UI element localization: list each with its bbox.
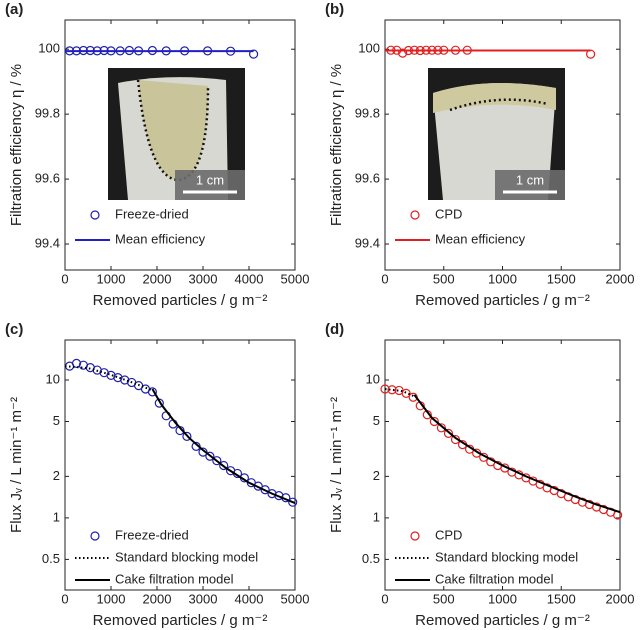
panel: (a) 1 cm 0 1000 2000 3000 4000 5000 99.4 99.6 99.8… xyxy=(5,1,309,309)
x-axis-title: Removed particles / g m⁻² xyxy=(415,292,590,309)
legend-symbol xyxy=(90,210,100,220)
data-point xyxy=(398,48,408,58)
y-tick-label: 99.6 xyxy=(355,171,380,186)
legend-label: Standard blocking model xyxy=(435,549,578,564)
y-tick-label: 99.4 xyxy=(35,235,60,250)
legend-label: Mean efficiency xyxy=(115,231,206,246)
data-point xyxy=(288,497,298,507)
panel: (d) 0 500 1000 1500 2000 0.5 1 2 5 10 Removed parti… xyxy=(325,321,634,629)
legend-label: CPD xyxy=(435,527,462,542)
model-line xyxy=(413,394,621,514)
y-tick-label: 100 xyxy=(38,41,60,56)
y-tick-label: 1 xyxy=(53,509,60,524)
data-point xyxy=(267,489,277,499)
x-tick-label: 4000 xyxy=(235,591,264,606)
x-axis-title: Removed particles / g m⁻² xyxy=(415,612,590,629)
x-tick-label: 2000 xyxy=(606,591,635,606)
legend-label: Mean efficiency xyxy=(435,231,526,246)
x-tick-label: 0 xyxy=(381,591,388,606)
y-tick-label: 0.5 xyxy=(362,551,380,566)
data-point xyxy=(260,485,270,495)
data-point xyxy=(380,384,390,394)
data-point xyxy=(387,385,397,395)
y-tick-label: 1 xyxy=(373,509,380,524)
x-tick-label: 2000 xyxy=(143,271,172,286)
x-tick-label: 1000 xyxy=(488,271,517,286)
plot-frame xyxy=(64,19,296,271)
x-tick-label: 3000 xyxy=(189,271,218,286)
x-tick-label: 1000 xyxy=(97,591,126,606)
x-tick-label: 0 xyxy=(381,271,388,286)
x-tick-label: 1500 xyxy=(547,271,576,286)
legend-label: CPD xyxy=(435,206,462,221)
panel: (c) 0 1000 2000 3000 4000 5000 0.5 1 2 5 10 Removed … xyxy=(5,321,309,629)
plot-frame xyxy=(64,339,296,591)
x-tick-label: 5000 xyxy=(281,591,310,606)
cake-region xyxy=(138,80,208,180)
data-point xyxy=(401,388,411,398)
y-tick-label: 99.6 xyxy=(35,171,60,186)
legend-symbol xyxy=(90,531,100,541)
scale-label: 1 cm xyxy=(516,172,544,187)
x-tick-label: 1000 xyxy=(488,591,517,606)
model-line xyxy=(151,388,296,505)
y-axis-title: Filtration efficiency η / % xyxy=(328,64,345,226)
data-point xyxy=(443,428,454,438)
x-tick-label: 0 xyxy=(61,591,68,606)
x-tick-label: 4000 xyxy=(235,271,264,286)
data-point xyxy=(147,387,157,397)
data-point xyxy=(182,431,192,441)
data-point xyxy=(71,358,82,368)
x-tick-label: 1000 xyxy=(97,271,126,286)
x-tick-label: 500 xyxy=(433,271,455,286)
y-tick-label: 99.8 xyxy=(35,106,60,121)
y-tick-label: 99.8 xyxy=(355,106,380,121)
data-point xyxy=(219,460,229,471)
x-axis-title: Removed particles / g m⁻² xyxy=(93,292,268,309)
legend-label: Cake filtration model xyxy=(115,571,234,586)
y-tick-label: 100 xyxy=(358,41,380,56)
y-axis-title: Flux Jᵥ / L min⁻¹ m⁻² xyxy=(328,397,345,533)
scale-box xyxy=(495,170,565,200)
y-tick-label: 10 xyxy=(366,371,380,386)
legend-label: Freeze-dried xyxy=(115,527,189,542)
cake-region xyxy=(433,83,556,113)
y-axis-title: Flux Jᵥ / L min⁻¹ m⁻² xyxy=(8,397,25,533)
legend-label: Freeze-dried xyxy=(115,206,189,221)
x-tick-label: 2000 xyxy=(143,591,172,606)
x-tick-label: 0 xyxy=(61,271,68,286)
x-tick-label: 500 xyxy=(433,591,455,606)
y-tick-label: 99.4 xyxy=(355,235,380,250)
data-point xyxy=(205,451,215,461)
data-point xyxy=(249,49,259,59)
y-axis-title: Filtration efficiency η / % xyxy=(8,64,25,226)
x-axis-title: Removed particles / g m⁻² xyxy=(93,612,268,629)
panel-label: (c) xyxy=(5,321,23,338)
cake-outline xyxy=(449,98,549,112)
data-point xyxy=(212,456,222,466)
y-tick-label: 5 xyxy=(373,413,380,428)
data-point xyxy=(429,416,439,427)
panel-label: (d) xyxy=(325,321,344,338)
x-tick-label: 3000 xyxy=(189,591,218,606)
x-tick-label: 5000 xyxy=(281,271,310,286)
x-tick-label: 2000 xyxy=(606,271,635,286)
legend-symbol xyxy=(410,531,420,541)
panel-label: (a) xyxy=(5,1,23,18)
panel: (b) 1 cm 0 500 1000 1500 2000 99.4 99.6 99.8 100 Re… xyxy=(325,1,634,309)
scale-box xyxy=(175,170,245,200)
legend-symbol xyxy=(410,210,420,220)
y-tick-label: 10 xyxy=(46,371,60,386)
scale-label: 1 cm xyxy=(196,172,224,187)
y-tick-label: 0.5 xyxy=(42,551,60,566)
legend-label: Cake filtration model xyxy=(435,571,554,586)
x-tick-label: 1500 xyxy=(547,591,576,606)
y-tick-label: 5 xyxy=(53,413,60,428)
y-tick-label: 2 xyxy=(373,468,380,483)
panel-label: (b) xyxy=(325,1,344,18)
legend-label: Standard blocking model xyxy=(115,549,258,564)
y-tick-label: 2 xyxy=(53,468,60,483)
data-point xyxy=(436,423,446,433)
